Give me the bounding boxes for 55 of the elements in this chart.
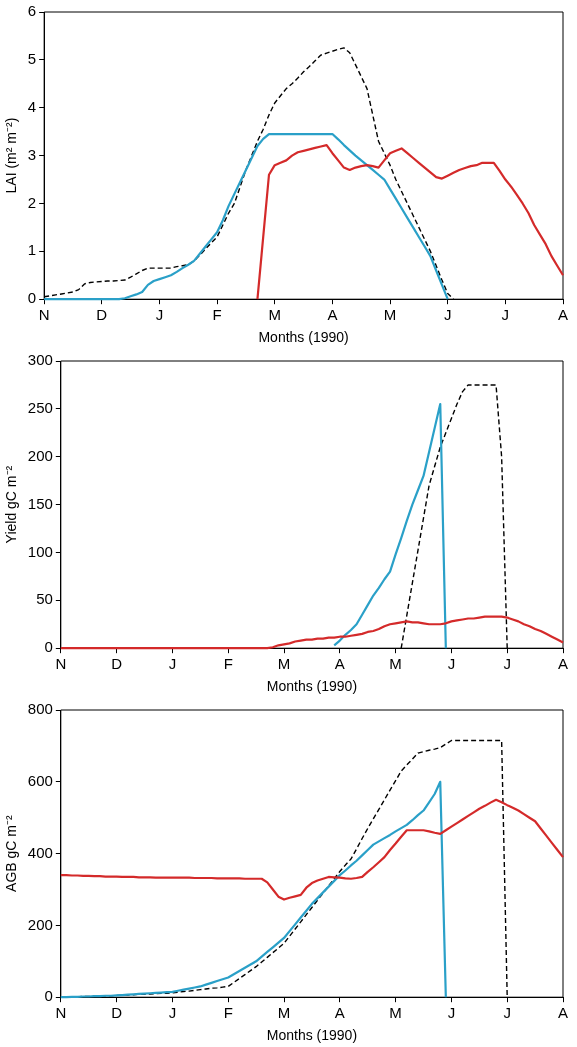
y-axis-title: AGB gC m⁻² [3, 814, 20, 892]
y-tick-label: 0 [44, 638, 53, 656]
x-tick-label: D [111, 1004, 123, 1022]
x-tick-label: A [557, 1004, 569, 1022]
y-tick-label: 6 [27, 2, 37, 20]
x-tick-label: F [212, 306, 222, 324]
x-tick-label: J [443, 306, 452, 324]
y-tick-label: 300 [27, 351, 53, 369]
y-tick-label: 0 [44, 987, 53, 1005]
x-tick-label: J [447, 655, 456, 673]
x-tick-label: M [268, 306, 281, 324]
y-tick-label: 800 [27, 700, 53, 718]
x-axis-title: Months (1990) [266, 678, 358, 695]
x-tick-label: M [277, 1004, 291, 1022]
y-tick-label: 100 [27, 542, 53, 560]
x-tick-label: J [447, 1004, 456, 1022]
x-tick-label: A [557, 655, 569, 673]
y-tick-label: 400 [27, 843, 53, 861]
x-tick-label: D [96, 306, 108, 324]
y-tick-label: 2 [27, 193, 37, 211]
x-tick-label: J [155, 306, 164, 324]
y-tick-label: 0 [27, 289, 37, 307]
y-tick-label: 600 [27, 771, 53, 789]
x-tick-label: F [223, 655, 233, 673]
x-tick-label: M [389, 655, 402, 673]
x-tick-label: A [334, 655, 345, 673]
x-axis-title: Months (1990) [266, 1027, 358, 1044]
y-tick-label: 150 [27, 494, 53, 512]
x-tick-label: J [168, 655, 177, 673]
y-tick-label: 200 [27, 915, 53, 933]
x-tick-label: A [557, 306, 569, 324]
x-tick-label: M [389, 1004, 402, 1022]
x-tick-label: F [223, 1004, 233, 1022]
y-tick-label: 5 [27, 50, 37, 68]
y-axis-title: Yield gC m⁻² [3, 465, 20, 544]
x-tick-label: M [383, 306, 397, 324]
x-tick-label: D [111, 655, 123, 673]
y-tick-label: 50 [36, 590, 53, 608]
y-tick-label: 3 [27, 145, 37, 163]
x-tick-label: M [277, 655, 291, 673]
x-tick-label: A [334, 1004, 345, 1022]
x-tick-label: A [327, 306, 338, 324]
x-tick-label: J [168, 1004, 177, 1022]
x-tick-label: J [503, 655, 511, 673]
y-axis-title: LAI (m² m⁻²) [3, 117, 20, 194]
y-tick-label: 4 [27, 97, 37, 115]
x-tick-label: J [501, 306, 510, 324]
x-tick-label: N [38, 306, 50, 324]
x-tick-label: N [55, 1004, 67, 1022]
x-axis-title: Months (1990) [258, 329, 349, 346]
y-tick-label: 1 [27, 241, 37, 259]
y-tick-label: 250 [27, 399, 53, 417]
x-tick-label: N [55, 655, 67, 673]
x-tick-label: J [503, 1004, 511, 1022]
y-tick-label: 200 [27, 446, 53, 464]
